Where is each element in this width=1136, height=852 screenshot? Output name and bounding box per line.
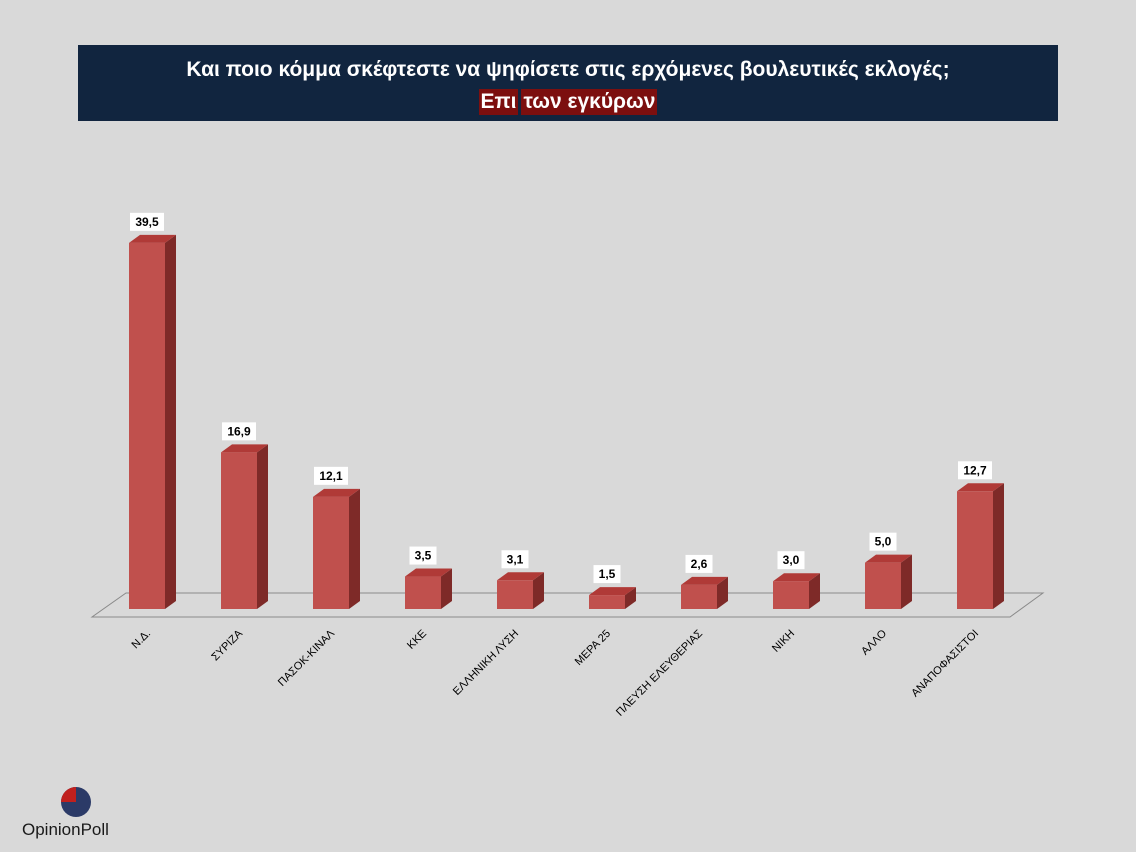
bar-top — [589, 587, 636, 596]
bars-group — [129, 234, 1004, 609]
value-label-box — [501, 550, 529, 569]
bar-side — [809, 573, 820, 609]
category-label: ΑΝΑΠΟΦΑΣΙΣΤΟΙ — [909, 628, 981, 700]
chart-title: Και ποιο κόμμα σκέφτεστε να ψηφίσετε στι… — [186, 58, 950, 81]
category-label: ΑΛΛΟ — [859, 627, 889, 657]
category-label: ΜΕΡΑ 25 — [573, 628, 613, 668]
bar — [773, 573, 820, 609]
bar-side — [533, 572, 544, 609]
logo-mark-icon — [61, 787, 91, 817]
bar-front — [313, 496, 349, 609]
bar-top — [129, 234, 176, 243]
bar-side — [993, 483, 1004, 609]
bar-front — [589, 595, 625, 609]
value-label: 5,0 — [869, 532, 897, 551]
bar — [957, 483, 1004, 609]
bar-front — [129, 242, 165, 609]
bar — [405, 568, 452, 609]
logo-text: OpinionPoll — [22, 820, 109, 839]
category-label: ΠΑΣΟΚ-ΚΙΝΑΛ — [276, 627, 338, 689]
bar-front — [865, 562, 901, 609]
bar-chart: 39,5 16,9 12,1 3,5 3,1 1,5 2,6 3,0 5,0 12,7 Ν.Δ. Σ… — [90, 212, 1045, 719]
category-label: ΠΛΕΥΣΗ ΕΛΕΥΘΕΡΙΑΣ — [614, 628, 705, 719]
bar — [221, 444, 268, 609]
category-label: ΝΙΚΗ — [770, 628, 797, 655]
value-label: 2,6 — [685, 554, 713, 573]
floor-plane — [90, 592, 1045, 618]
bar-top — [681, 576, 728, 585]
value-label-text: 3,5 — [415, 549, 432, 563]
bar-side — [901, 554, 912, 609]
category-label: Ν.Δ. — [129, 628, 153, 652]
bar-side — [257, 444, 268, 609]
bar-top — [405, 568, 452, 577]
chart-floor — [90, 592, 1045, 618]
opinionpoll-logo: OpinionPoll — [22, 784, 132, 844]
bar — [865, 554, 912, 609]
value-label-text: 1,5 — [599, 567, 616, 581]
category-label: ΣΥΡΙΖΑ — [209, 627, 245, 663]
value-labels-group: 39,5 16,9 12,1 3,5 3,1 1,5 2,6 3,0 5,0 12,7 — [130, 212, 992, 584]
bar-top — [957, 483, 1004, 492]
category-labels-group: Ν.Δ. ΣΥΡΙΖΑ ΠΑΣΟΚ-ΚΙΝΑΛ ΚΚΕ ΕΛΛΗΝΙΚΗ ΛΥΣΗ ΜΕΡ… — [129, 627, 981, 719]
value-label: 1,5 — [593, 565, 621, 584]
value-label-text: 2,6 — [691, 557, 708, 571]
value-label-box — [314, 466, 348, 485]
value-label-text: 3,0 — [783, 553, 800, 567]
bar-top — [497, 572, 544, 581]
bar — [497, 572, 544, 609]
bar-side — [349, 488, 360, 609]
value-label-text: 12,1 — [319, 469, 343, 483]
bar — [589, 587, 636, 609]
bar-front — [773, 581, 809, 609]
bar-top — [313, 488, 360, 497]
value-label-text: 3,1 — [507, 552, 524, 566]
bar — [313, 488, 360, 609]
value-label-box — [409, 546, 437, 565]
value-label-box — [685, 554, 713, 573]
bar-top — [865, 554, 912, 563]
bar-front — [497, 580, 533, 609]
value-label-box — [869, 532, 897, 551]
subtitle-part-1: Επι — [478, 89, 519, 115]
value-label-text: 12,7 — [963, 463, 987, 477]
value-label-box — [130, 212, 164, 231]
bar-side — [165, 234, 176, 609]
value-label: 16,9 — [222, 422, 256, 441]
bar-side — [717, 576, 728, 609]
bar-front — [681, 584, 717, 609]
bar-front — [957, 491, 993, 609]
category-label: ΚΚΕ — [405, 628, 429, 652]
value-label-box — [593, 565, 621, 584]
value-label-box — [222, 422, 256, 441]
bar-top — [773, 573, 820, 582]
value-label: 3,5 — [409, 546, 437, 565]
value-label-text: 39,5 — [135, 215, 159, 229]
value-label: 39,5 — [130, 212, 164, 231]
bar — [129, 234, 176, 609]
value-label-text: 5,0 — [875, 535, 892, 549]
subtitle-part-2: των εγκύρων — [521, 89, 658, 115]
bar-side — [625, 587, 636, 609]
bar — [681, 576, 728, 609]
bar-top — [221, 444, 268, 453]
bar-side — [441, 568, 452, 609]
category-label: ΕΛΛΗΝΙΚΗ ΛΥΣΗ — [451, 628, 521, 698]
value-label-text: 16,9 — [227, 424, 251, 438]
value-label-box — [958, 461, 992, 480]
value-label-box — [777, 551, 805, 570]
value-label: 3,0 — [777, 551, 805, 570]
value-label: 12,7 — [958, 461, 992, 480]
bar-front — [221, 452, 257, 609]
bar-front — [405, 576, 441, 609]
value-label: 3,1 — [501, 550, 529, 569]
chart-title-banner: Και ποιο κόμμα σκέφτεστε να ψηφίσετε στι… — [78, 45, 1058, 121]
chart-subtitle: Επι των εγκύρων — [78, 89, 1058, 115]
value-label: 12,1 — [314, 466, 348, 485]
